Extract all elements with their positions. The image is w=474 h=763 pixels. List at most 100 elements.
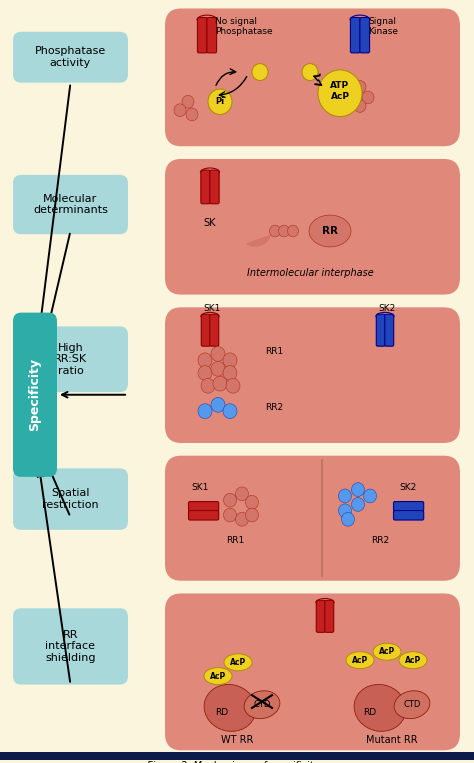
FancyBboxPatch shape — [316, 600, 325, 633]
Ellipse shape — [204, 684, 256, 732]
Ellipse shape — [346, 652, 374, 668]
FancyBboxPatch shape — [207, 18, 217, 53]
Circle shape — [270, 225, 281, 237]
FancyBboxPatch shape — [360, 18, 370, 53]
Circle shape — [224, 494, 237, 507]
Text: ATP
AcP: ATP AcP — [330, 82, 349, 101]
FancyBboxPatch shape — [13, 175, 128, 234]
Text: RD: RD — [216, 707, 228, 716]
Circle shape — [223, 365, 237, 381]
Text: Figure 2  Mechanisms of specificity...: Figure 2 Mechanisms of specificity... — [147, 761, 327, 763]
Text: Molecular
determinants: Molecular determinants — [33, 194, 108, 215]
FancyBboxPatch shape — [165, 456, 460, 581]
FancyBboxPatch shape — [210, 314, 219, 346]
Circle shape — [182, 95, 194, 108]
Text: SK1: SK1 — [191, 483, 209, 492]
Text: WT RR: WT RR — [221, 735, 253, 745]
Circle shape — [352, 483, 365, 497]
Ellipse shape — [224, 654, 252, 671]
Circle shape — [211, 398, 225, 412]
FancyBboxPatch shape — [189, 510, 219, 520]
FancyBboxPatch shape — [165, 594, 460, 750]
Circle shape — [201, 378, 215, 393]
Circle shape — [226, 378, 240, 393]
Text: No signal
Phosphatase: No signal Phosphatase — [215, 17, 273, 37]
Text: RD: RD — [364, 707, 376, 716]
Text: AcP: AcP — [230, 658, 246, 667]
Circle shape — [352, 497, 365, 511]
Circle shape — [224, 508, 237, 522]
Ellipse shape — [204, 668, 232, 684]
Circle shape — [318, 70, 362, 117]
FancyBboxPatch shape — [385, 314, 394, 346]
Circle shape — [354, 100, 366, 112]
Ellipse shape — [354, 684, 406, 732]
Circle shape — [362, 91, 374, 104]
Circle shape — [198, 404, 212, 419]
Text: RR1: RR1 — [265, 347, 283, 356]
FancyBboxPatch shape — [13, 327, 128, 392]
Circle shape — [354, 81, 366, 93]
FancyBboxPatch shape — [201, 170, 210, 204]
FancyBboxPatch shape — [13, 313, 57, 477]
Circle shape — [236, 487, 248, 501]
Circle shape — [364, 489, 376, 503]
Circle shape — [252, 63, 268, 81]
Text: RR2: RR2 — [265, 404, 283, 413]
Circle shape — [338, 489, 352, 503]
FancyBboxPatch shape — [325, 600, 334, 633]
Circle shape — [174, 104, 186, 117]
Circle shape — [213, 376, 227, 391]
Ellipse shape — [244, 691, 280, 719]
Text: AcP: AcP — [379, 647, 395, 656]
Circle shape — [211, 362, 225, 376]
Circle shape — [208, 89, 232, 114]
Polygon shape — [247, 236, 270, 246]
Circle shape — [198, 365, 212, 381]
Ellipse shape — [394, 691, 430, 719]
Text: AcP: AcP — [352, 655, 368, 665]
Circle shape — [302, 63, 318, 81]
Text: Intermolecular interphase: Intermolecular interphase — [246, 269, 374, 278]
FancyBboxPatch shape — [198, 18, 207, 53]
Text: CTD: CTD — [403, 700, 421, 710]
FancyBboxPatch shape — [165, 159, 460, 295]
Circle shape — [246, 508, 258, 522]
Circle shape — [288, 225, 299, 237]
Text: Signal
Kinase: Signal Kinase — [368, 17, 398, 37]
Ellipse shape — [309, 215, 351, 247]
Text: High
RR:SK
ratio: High RR:SK ratio — [54, 343, 87, 376]
Circle shape — [223, 353, 237, 368]
Circle shape — [236, 513, 248, 526]
FancyBboxPatch shape — [350, 18, 360, 53]
Ellipse shape — [373, 643, 401, 660]
FancyBboxPatch shape — [393, 501, 424, 511]
Ellipse shape — [399, 652, 427, 668]
Circle shape — [198, 353, 212, 368]
Text: SK2: SK2 — [378, 304, 396, 313]
Text: SK2: SK2 — [400, 483, 417, 492]
Circle shape — [223, 404, 237, 419]
Text: SK: SK — [204, 218, 216, 228]
FancyBboxPatch shape — [13, 468, 128, 530]
Text: Specificity: Specificity — [28, 359, 42, 431]
Circle shape — [211, 346, 225, 362]
FancyBboxPatch shape — [13, 608, 128, 684]
Circle shape — [338, 504, 352, 517]
FancyBboxPatch shape — [376, 314, 385, 346]
Text: Mutant RR: Mutant RR — [366, 735, 418, 745]
Text: AcP: AcP — [210, 671, 226, 681]
Text: RR: RR — [322, 226, 338, 236]
Text: AcP: AcP — [405, 655, 421, 665]
Circle shape — [279, 225, 290, 237]
Text: RR
interface
shielding: RR interface shielding — [45, 629, 96, 663]
Text: Phosphatase
activity: Phosphatase activity — [35, 47, 106, 68]
FancyBboxPatch shape — [165, 307, 460, 443]
FancyBboxPatch shape — [393, 510, 424, 520]
Circle shape — [246, 495, 258, 509]
Text: Pi: Pi — [216, 97, 225, 106]
Circle shape — [186, 108, 198, 121]
Circle shape — [341, 513, 355, 526]
Text: RR2: RR2 — [371, 536, 389, 545]
FancyBboxPatch shape — [201, 314, 210, 346]
